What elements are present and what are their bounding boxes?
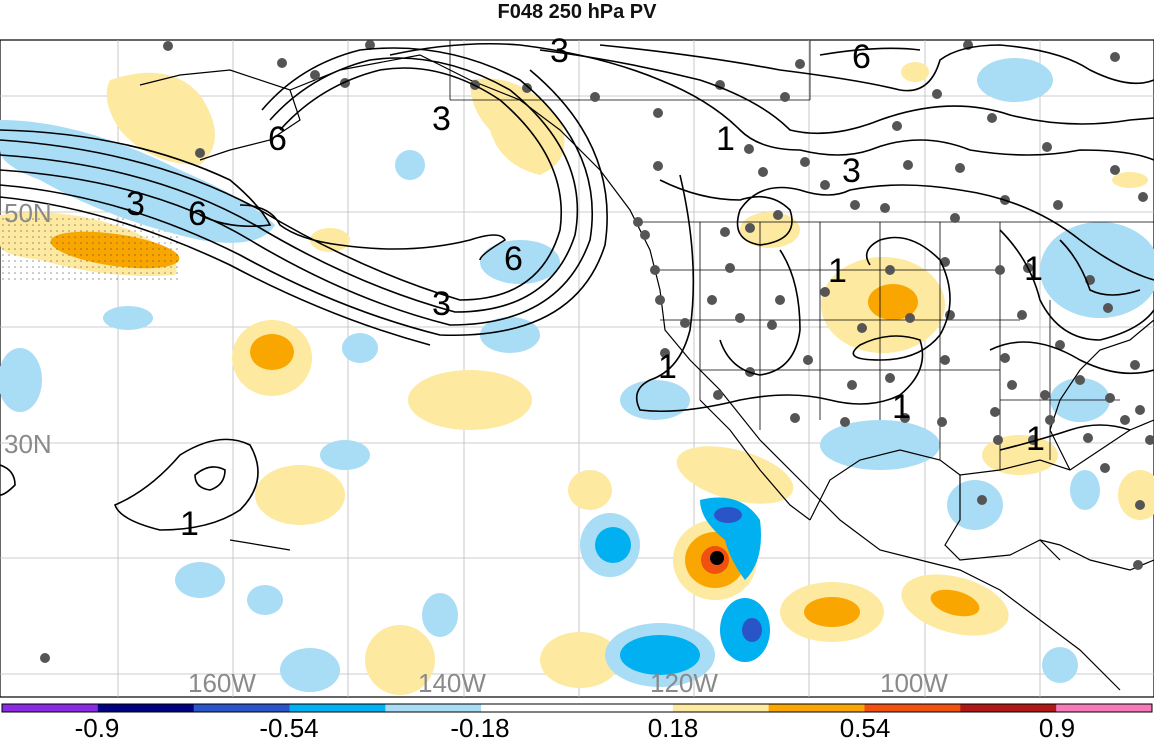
lon-label-140w: 140W: [418, 668, 486, 698]
colorbar-swatch: [2, 704, 99, 712]
contour-label: 3: [432, 285, 451, 323]
contour-label: 3: [550, 32, 569, 70]
contour-label: 6: [852, 38, 871, 76]
colorbar-swatch: [193, 704, 290, 712]
lat-label-30n: 30N: [4, 429, 52, 459]
colorbar-swatch: [960, 704, 1057, 712]
contour-label: 6: [504, 240, 523, 278]
lon-label-100w: 100W: [880, 668, 948, 698]
lon-label-160w: 160W: [188, 668, 256, 698]
lon-label-120w: 120W: [650, 668, 718, 698]
pv-map: 3 6 6 3 6 3 3 6 1 3 1 1 1 1 1 1 50N 30N …: [0, 32, 1154, 698]
contour-label: 6: [268, 120, 287, 158]
colorbar: -0.9 -0.54 -0.18 0.18 0.54 0.9: [1, 703, 1153, 739]
colorbar-frame: [1, 703, 1153, 713]
contour-label: 6: [188, 195, 207, 233]
station-dots: [40, 40, 1154, 663]
pv-anomaly-shading: [0, 58, 1154, 695]
colorbar-swatch: [672, 704, 770, 712]
colorbar-swatch: [577, 704, 674, 712]
colorbar-swatch: [385, 704, 482, 712]
colorbar-swatch: [481, 704, 578, 712]
colorbar-swatches: [2, 704, 1153, 712]
colorbar-tick-label: -0.9: [75, 713, 120, 739]
colorbar-swatch: [1056, 704, 1153, 712]
contour-label: 1: [1024, 250, 1043, 288]
pv-contours: [0, 42, 1154, 531]
page-title: F048 250 hPa PV: [497, 1, 657, 23]
contour-label: 1: [892, 388, 911, 426]
colorbar-tick-label: 0.9: [1039, 713, 1075, 739]
contour-label: 1: [180, 505, 199, 543]
hurricane-center-icon: [710, 551, 724, 565]
colorbar-swatch: [768, 704, 865, 712]
contour-label: 1: [716, 120, 735, 158]
colorbar-tick-label: -0.54: [259, 713, 318, 739]
contour-label: 1: [828, 252, 847, 290]
contour-labels: 3 6 6 3 6 3 3 6 1 3 1 1 1 1 1 1: [126, 32, 1045, 543]
contour-label: 1: [1026, 420, 1045, 458]
lat-label-50n: 50N: [4, 198, 52, 228]
contour-label: 3: [432, 100, 451, 138]
contour-label: 3: [126, 185, 145, 223]
colorbar-swatch: [97, 704, 195, 712]
colorbar-tick-label: 0.54: [840, 713, 891, 739]
colorbar-tick-label: 0.18: [648, 713, 699, 739]
contour-label: 1: [658, 348, 677, 386]
colorbar-swatch: [289, 704, 386, 712]
colorbar-swatch: [864, 704, 961, 712]
colorbar-tick-label: -0.18: [450, 713, 509, 739]
contour-label: 3: [842, 152, 861, 190]
